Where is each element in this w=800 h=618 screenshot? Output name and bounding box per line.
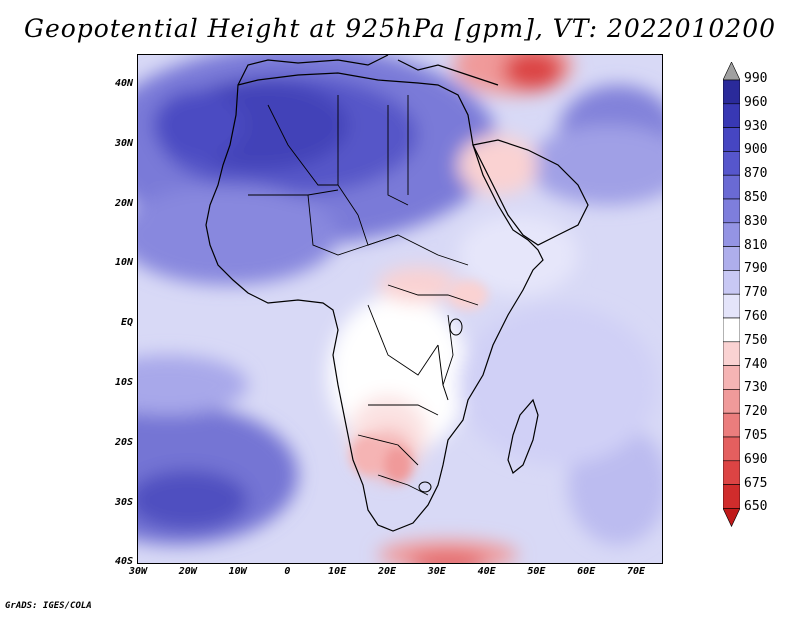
lon-label: 10W (228, 566, 247, 577)
europe-coastline (237, 55, 499, 86)
lon-label: 30E (427, 566, 446, 577)
colorbar-segment (723, 484, 740, 509)
lat-label: 30N (114, 137, 133, 149)
colorbar-segment (723, 127, 740, 152)
lat-label: 40N (114, 78, 133, 89)
lon-label: 0 (284, 566, 291, 577)
height-field-blobs (138, 55, 662, 563)
colorbar-segment (723, 365, 740, 390)
lon-label: 50E (527, 566, 546, 577)
colorbar (723, 62, 740, 528)
colorbar-segment (723, 246, 740, 271)
colorbar-segment (723, 151, 740, 176)
colorbar-segment (723, 293, 740, 319)
colorbar-segment (723, 174, 740, 200)
colorbar-label: 740 (744, 356, 768, 372)
lat-label: 30S (114, 496, 133, 508)
colorbar-bottom-arrow (723, 508, 740, 528)
africa-coastline (205, 72, 544, 532)
colorbar-label: 810 (744, 237, 768, 253)
colorbar-segment (723, 436, 740, 462)
lon-label: 30W (128, 566, 148, 577)
colorbar-label: 790 (744, 261, 768, 277)
colorbar-label: 870 (744, 166, 768, 182)
colorbar-segment (723, 198, 740, 224)
colorbar-label: 690 (744, 451, 768, 467)
map-panel (137, 54, 663, 564)
map-field (138, 55, 662, 563)
colorbar-label: 650 (744, 499, 768, 515)
lon-label: 40E (477, 566, 496, 577)
height-field-detail (350, 280, 488, 483)
colorbar-segment (723, 270, 740, 295)
colorbar-label: 850 (744, 190, 768, 205)
lat-label: 40S (114, 556, 133, 568)
lat-label: 20S (114, 436, 133, 448)
colorbar-label: 830 (744, 213, 768, 229)
madagascar-outline (507, 398, 539, 474)
colorbar-label: 750 (744, 332, 768, 348)
lat-label: 10N (114, 257, 133, 269)
colorbar-label: 960 (744, 94, 768, 110)
lat-label: 20N (114, 197, 133, 209)
lon-label: 10E (328, 566, 347, 577)
colorbar-label: 930 (744, 118, 768, 134)
colorbar-label: 730 (744, 380, 768, 396)
colorbar-segment (723, 460, 740, 485)
colorbar-label: 900 (744, 142, 768, 158)
lakes (418, 318, 463, 493)
lat-label: EQ (120, 317, 133, 329)
colorbar-label: 770 (744, 285, 768, 301)
footer-credit: GrADS: IGES/COLA (5, 601, 92, 611)
colorbar-segment (723, 341, 740, 366)
colorbar-label: 720 (744, 404, 768, 420)
colorbar-segment (723, 412, 740, 438)
lon-label: 20E (377, 566, 397, 577)
lon-label: 20W (178, 566, 197, 577)
colorbar-label: 675 (744, 475, 768, 491)
arabia-outline (472, 139, 589, 246)
colorbar-top-arrow (723, 62, 740, 81)
lon-label: 70E (626, 566, 646, 577)
colorbar-segment (723, 103, 740, 128)
colorbar-label: 990 (744, 71, 768, 86)
colorbar-segment (723, 389, 740, 414)
colorbar-label: 705 (744, 428, 768, 443)
colorbar-segment (723, 317, 740, 343)
colorbar-label: 760 (744, 309, 768, 324)
country-borders (248, 95, 479, 496)
colorbar-segment (723, 79, 740, 105)
lat-label: 10S (114, 377, 133, 388)
lon-label: 60E (577, 566, 596, 577)
plot-title: Geopotential Height at 925hPa [gpm], VT:… (23, 14, 777, 43)
colorbar-segment (723, 222, 740, 247)
